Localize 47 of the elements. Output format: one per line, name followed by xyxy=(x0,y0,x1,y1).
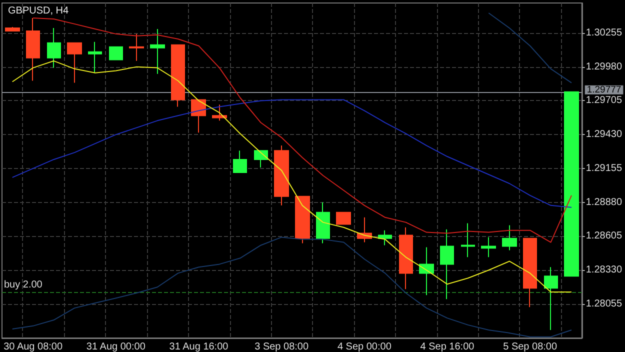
candlestick xyxy=(336,212,351,225)
candlestick xyxy=(461,222,475,258)
y-tick-label: 1.29705 xyxy=(586,95,622,106)
candlestick xyxy=(109,46,123,60)
x-tick-label: 31 Aug 00:00 xyxy=(86,342,146,352)
candlestick xyxy=(171,44,185,108)
candlestick xyxy=(544,266,558,330)
y-tick-label: 1.28605 xyxy=(586,230,622,242)
y-tick-label: 1.30255 xyxy=(586,27,622,38)
ref-line-label: 1.29777 xyxy=(586,84,622,96)
ref-line-label: buy 2.00 xyxy=(4,280,43,291)
candlestick xyxy=(150,28,165,74)
candlestick xyxy=(419,246,434,296)
candlestick xyxy=(378,230,392,246)
line-series xyxy=(488,12,572,84)
x-tick-label: 5 Sep 08:00 xyxy=(503,342,558,352)
chart-title: GBPUSD, H4 xyxy=(8,6,70,16)
x-tick-label: 31 Aug 16:00 xyxy=(169,342,229,352)
candlestick xyxy=(316,202,330,244)
x-tick-label: 4 Sep 00:00 xyxy=(337,342,392,352)
candlestick xyxy=(233,150,247,174)
y-tick-label: 1.29980 xyxy=(586,61,622,72)
candlestick xyxy=(564,91,579,277)
candlestick xyxy=(26,18,40,82)
candlestick xyxy=(191,99,206,134)
candlestick xyxy=(440,228,454,300)
candlestick xyxy=(47,28,61,68)
candlestick xyxy=(274,145,289,206)
y-tick-label: 1.29155 xyxy=(586,162,622,174)
candlestick xyxy=(399,226,413,290)
x-tick-label: 4 Sep 16:00 xyxy=(420,342,475,352)
line-series xyxy=(12,99,572,208)
candlestick xyxy=(88,41,102,74)
line-series xyxy=(32,18,572,243)
candlestick xyxy=(5,26,20,32)
candlestick xyxy=(523,238,537,308)
candlestick xyxy=(481,236,496,258)
candlestick xyxy=(67,42,82,84)
candlestick xyxy=(295,196,310,244)
y-tick-label: 1.28880 xyxy=(586,196,622,208)
x-tick-label: 3 Sep 08:00 xyxy=(254,342,309,352)
y-tick-label: 1.28330 xyxy=(586,264,622,276)
candlestick xyxy=(502,224,517,251)
y-tick-label: 1.29430 xyxy=(586,129,622,140)
candlestick xyxy=(129,33,144,62)
y-tick-label: 1.28055 xyxy=(586,298,622,310)
x-tick-label: 30 Aug 08:00 xyxy=(4,342,63,352)
